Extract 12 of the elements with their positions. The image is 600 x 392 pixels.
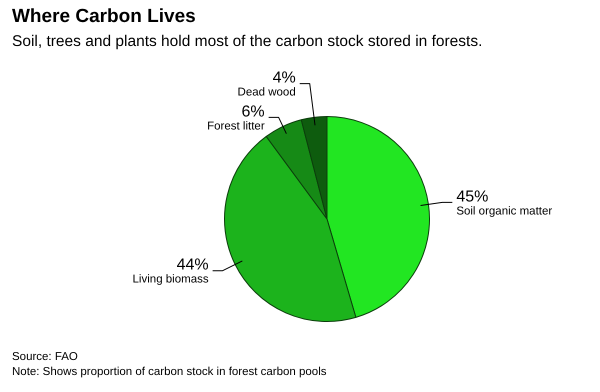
text: Note: Shows proportion of carbon stock in forest carbon pools [12, 365, 327, 380]
slice-label: Soil organic matter [456, 205, 552, 218]
slice-label: Dead wood [238, 86, 296, 99]
slice-label: Forest litter [207, 120, 265, 132]
data-label: 4% [272, 70, 296, 87]
data-label: 44% [176, 256, 209, 274]
slice-label: Living biomass [132, 274, 209, 286]
chart-title: Where Carbon Lives [12, 6, 196, 28]
data-label: 6% [242, 103, 265, 120]
source-note: Source: FAO [12, 350, 79, 365]
chart-subtitle: Soil, trees and plants hold most of the carbon stock stored in forests. [12, 33, 482, 51]
data-label: 45% [456, 188, 488, 206]
